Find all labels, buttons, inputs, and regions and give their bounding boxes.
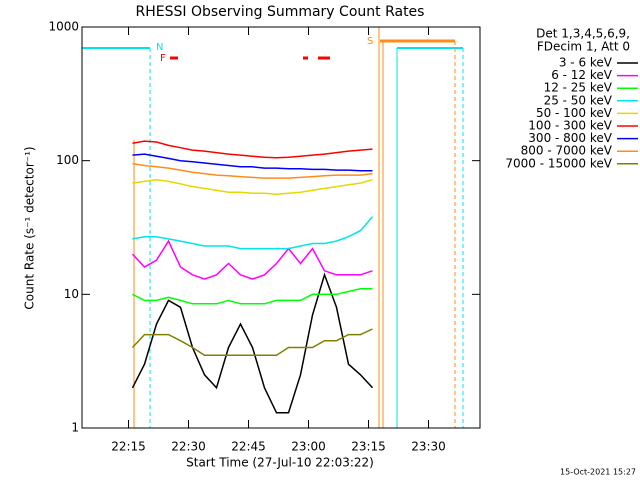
series-line [132,216,374,250]
y-axis-label: Count Rate (s⁻¹ detector⁻¹) [23,146,37,309]
flag-label: F [160,53,166,64]
legend-label: 3 - 6 keV [559,56,613,70]
series-line [131,328,373,357]
x-tick-label: 22:15 [111,440,146,454]
series-line [132,162,373,179]
legend-label: 6 - 12 keV [551,68,613,82]
x-tick-label: 22:45 [231,440,266,454]
y-tick-label: 10 [64,287,79,301]
x-tick-label: 22:30 [171,440,206,454]
chart-title: RHESSI Observing Summary Count Rates [136,4,425,20]
flag-markers [81,27,464,428]
flag-label: S [367,36,373,47]
x-tick-label: 23:15 [351,440,386,454]
y-tick-label: 1 [71,421,79,435]
y-tick-label: 1000 [48,20,79,34]
series-line [132,178,373,196]
flag-label: N [156,42,163,53]
legend-header: FDecim 1, Att 0 [537,40,630,54]
series-line [132,288,373,305]
legend-label: 12 - 25 keV [544,81,613,95]
x-axis-label: Start Time (27-Jul-10 22:03:22) [186,456,374,470]
x-tick-label: 23:30 [411,440,446,454]
legend-label: 50 - 100 keV [536,106,613,120]
series-line [132,140,373,159]
plot-frame [81,26,481,429]
legend-label: 800 - 7000 keV [521,144,613,158]
legend-label: 100 - 300 keV [528,119,612,133]
x-tick-label: 23:00 [291,440,326,454]
y-tick-label: 100 [56,153,79,167]
legend-label: 300 - 800 keV [528,131,612,145]
legend-label: 25 - 50 keV [544,93,613,107]
series-line [132,153,373,172]
series-line [131,272,374,414]
footer: 15-Oct-2021 15:27 [560,468,636,477]
legend-header: Det 1,3,4,5,6,9, [536,27,630,41]
legend-label: 7000 - 15000 keV [505,156,612,170]
series-line [131,239,373,280]
